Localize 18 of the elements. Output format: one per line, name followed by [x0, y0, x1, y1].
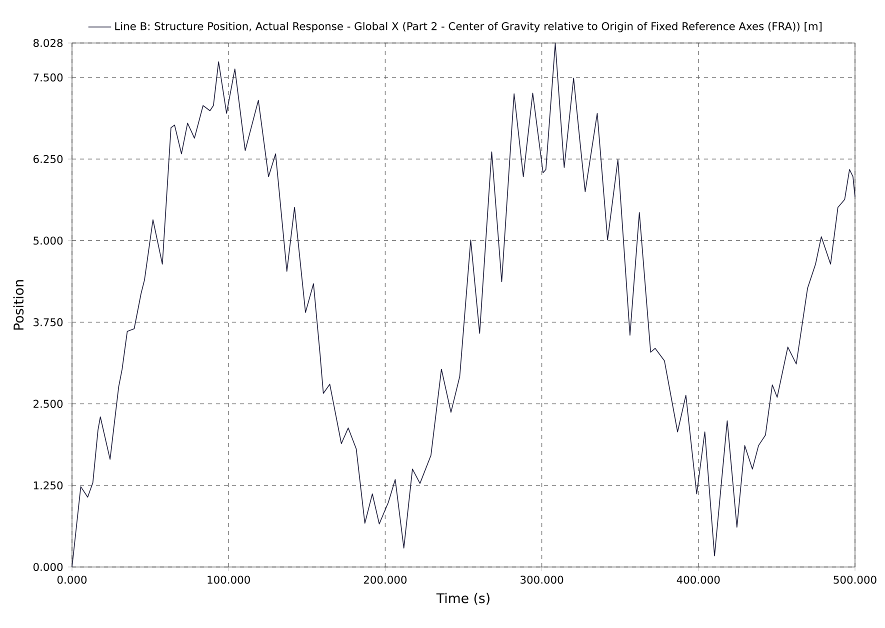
y-tick-label: 8.028 — [33, 38, 63, 48]
x-tick-label: 200.000 — [364, 576, 407, 584]
legend-label: Line B: Structure Position, Actual Response - Global X (Part 2 - Center of Gravity relative to Origin of Fixed Reference Axes (FRA)) [m] — [115, 22, 822, 32]
y-tick-label: 1.250 — [34, 481, 63, 490]
y-tick-label: 6.250 — [34, 155, 63, 164]
y-tick-label: 0.000 — [33, 562, 63, 572]
y-tick-label: 5.000 — [34, 236, 63, 245]
y-tick-label: 7.500 — [34, 73, 63, 82]
line-series — [72, 43, 856, 568]
y-axis-title: Position — [13, 280, 24, 330]
x-axis-title: Time (s) — [436, 592, 490, 605]
y-tick-label: 3.750 — [34, 318, 63, 326]
y-tick-label: 2.500 — [34, 400, 63, 408]
x-tick-label: 500.000 — [834, 576, 876, 584]
x-tick-label: 100.000 — [208, 576, 250, 584]
x-tick-label: 300.000 — [520, 576, 564, 584]
x-tick-label: 0.000 — [57, 576, 87, 584]
x-tick-label: 400.000 — [676, 576, 720, 584]
